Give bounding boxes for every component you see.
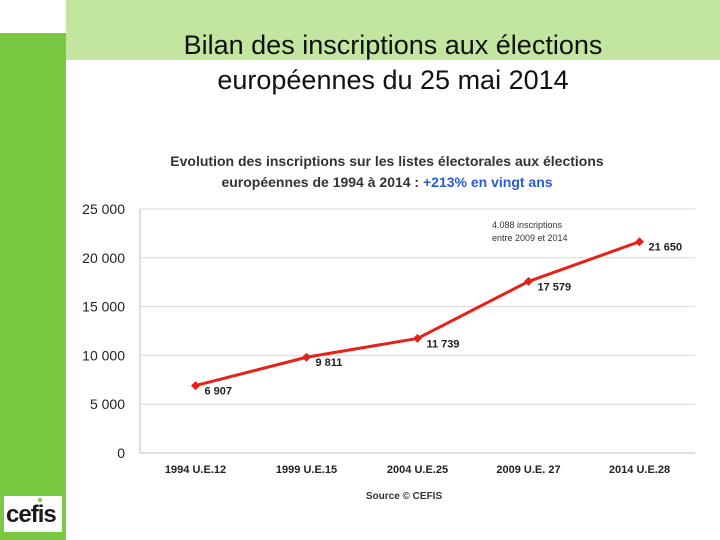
data-label: 21 650 bbox=[649, 242, 683, 254]
page-title-line-1: Bilan des inscriptions aux élections bbox=[183, 30, 603, 60]
chart-title-line-1: Evolution des inscriptions sur les liste… bbox=[170, 153, 604, 169]
x-tick-label: 1999 U.E.15 bbox=[276, 464, 337, 476]
data-point-marker bbox=[635, 237, 644, 247]
grid bbox=[140, 208, 695, 454]
header-band bbox=[66, 0, 720, 60]
y-axis: 0 5 000 10 000 15 000 20 000 25 000 bbox=[82, 201, 141, 461]
series-line bbox=[195, 240, 641, 388]
logo-dot-icon bbox=[38, 498, 42, 502]
chart-title-line-2: européennes de 1994 à 2014 : +213% en vi… bbox=[221, 174, 552, 190]
cefis-logo-mark: cefis bbox=[6, 498, 57, 528]
x-tick-label: 2004 U.E.25 bbox=[387, 464, 448, 476]
data-label: 9 811 bbox=[316, 357, 343, 369]
data-label: 6 907 bbox=[205, 386, 233, 398]
y-tick-label: 10 000 bbox=[82, 347, 125, 363]
data-point-marker bbox=[413, 333, 422, 343]
data-label: 17 579 bbox=[538, 281, 572, 293]
y-tick-label: 25 000 bbox=[82, 201, 125, 217]
data-point-marker bbox=[302, 352, 311, 362]
data-point-marker bbox=[524, 276, 533, 286]
annotation-line-2: entre 2009 et 2014 bbox=[492, 233, 568, 243]
x-tick-label: 2009 U.E. 27 bbox=[496, 464, 560, 476]
y-tick-label: 20 000 bbox=[82, 250, 125, 266]
source-note: Source © CEFIS bbox=[366, 491, 443, 502]
x-axis: 1994 U.E.12 1999 U.E.15 2004 U.E.25 2009 U.… bbox=[165, 464, 670, 476]
x-tick-label: 1994 U.E.12 bbox=[165, 464, 226, 476]
annotation-line-1: 4.088 inscriptions bbox=[492, 220, 563, 230]
cefis-logo-text: cefis bbox=[6, 501, 56, 528]
page-title-line-2: européennes du 25 mai 2014 bbox=[217, 65, 569, 95]
x-tick-label: 2014 U.E.28 bbox=[609, 464, 670, 476]
data-point-marker bbox=[191, 381, 200, 391]
chart-title-highlight: +213% en vingt ans bbox=[423, 174, 553, 190]
data-label: 11 739 bbox=[427, 338, 460, 350]
y-tick-label: 5 000 bbox=[90, 396, 125, 412]
page-title: Bilan des inscriptions aux élections eur… bbox=[66, 28, 720, 98]
y-tick-label: 0 bbox=[117, 445, 125, 461]
series: 6 907 9 811 11 739 17 579 21 650 bbox=[191, 237, 683, 398]
chart-title-prefix: européennes de 1994 à 2014 : bbox=[221, 174, 423, 190]
y-tick-label: 15 000 bbox=[82, 299, 125, 315]
side-band bbox=[0, 33, 66, 540]
cefis-logo: cefis bbox=[4, 496, 62, 532]
